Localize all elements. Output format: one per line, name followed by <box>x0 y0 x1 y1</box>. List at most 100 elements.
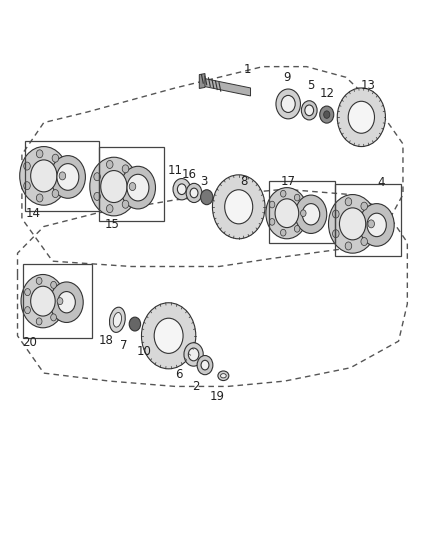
Text: 10: 10 <box>137 345 152 358</box>
Circle shape <box>57 297 63 305</box>
Circle shape <box>212 175 265 239</box>
Text: 15: 15 <box>104 219 119 231</box>
Polygon shape <box>204 78 251 96</box>
Circle shape <box>51 314 57 321</box>
Circle shape <box>106 160 113 168</box>
Circle shape <box>294 225 300 232</box>
Circle shape <box>24 162 30 170</box>
Circle shape <box>129 317 141 331</box>
Circle shape <box>302 204 320 225</box>
Bar <box>99 147 164 221</box>
Circle shape <box>295 195 327 233</box>
Circle shape <box>122 200 129 208</box>
Polygon shape <box>199 74 205 88</box>
Circle shape <box>276 89 300 119</box>
Circle shape <box>184 343 203 366</box>
Circle shape <box>324 111 330 118</box>
Circle shape <box>94 173 100 181</box>
Circle shape <box>320 106 334 123</box>
Circle shape <box>345 242 352 250</box>
Circle shape <box>25 306 30 314</box>
Circle shape <box>188 348 199 361</box>
Circle shape <box>332 230 339 238</box>
Circle shape <box>359 204 394 246</box>
Ellipse shape <box>218 371 229 381</box>
Circle shape <box>36 318 42 325</box>
Circle shape <box>368 220 374 228</box>
Circle shape <box>59 172 66 180</box>
Text: 16: 16 <box>182 168 197 181</box>
Circle shape <box>301 101 317 120</box>
Text: 14: 14 <box>25 207 40 220</box>
Circle shape <box>122 165 129 173</box>
Circle shape <box>173 179 191 200</box>
Text: 18: 18 <box>99 334 114 346</box>
Bar <box>335 184 401 256</box>
Circle shape <box>177 184 186 195</box>
Circle shape <box>36 150 43 158</box>
Ellipse shape <box>220 374 226 378</box>
Circle shape <box>24 182 30 190</box>
Circle shape <box>361 238 367 246</box>
Circle shape <box>348 101 374 133</box>
Bar <box>269 181 335 243</box>
Circle shape <box>197 356 213 375</box>
Circle shape <box>337 88 385 147</box>
Circle shape <box>294 194 300 201</box>
Circle shape <box>275 199 299 228</box>
Text: 6: 6 <box>175 368 183 381</box>
Circle shape <box>25 288 30 296</box>
Circle shape <box>120 166 155 209</box>
Circle shape <box>31 160 57 192</box>
Circle shape <box>300 210 306 216</box>
Circle shape <box>127 174 149 201</box>
Circle shape <box>266 188 308 239</box>
Circle shape <box>305 105 314 116</box>
Text: 11: 11 <box>168 164 183 177</box>
Bar <box>23 264 92 338</box>
Text: 17: 17 <box>281 175 296 188</box>
Circle shape <box>280 229 286 236</box>
Circle shape <box>129 182 136 191</box>
Circle shape <box>269 201 275 208</box>
Circle shape <box>31 286 55 316</box>
Circle shape <box>367 213 386 237</box>
Text: 9: 9 <box>283 71 291 84</box>
Text: 2: 2 <box>192 381 200 393</box>
Circle shape <box>141 303 196 369</box>
Circle shape <box>21 274 65 328</box>
Ellipse shape <box>110 307 125 333</box>
Text: 8: 8 <box>241 175 248 188</box>
Circle shape <box>52 190 59 198</box>
Circle shape <box>328 195 377 253</box>
Circle shape <box>50 282 83 322</box>
Circle shape <box>101 171 127 203</box>
Circle shape <box>20 147 68 205</box>
Circle shape <box>50 156 85 198</box>
Circle shape <box>281 95 295 112</box>
Circle shape <box>201 190 213 205</box>
Text: 13: 13 <box>360 79 375 92</box>
Circle shape <box>339 208 366 240</box>
Circle shape <box>94 192 100 200</box>
Text: 3: 3 <box>200 175 207 188</box>
Text: 5: 5 <box>307 79 314 92</box>
Circle shape <box>154 318 183 353</box>
Circle shape <box>269 219 275 225</box>
Circle shape <box>90 157 138 216</box>
Circle shape <box>58 292 75 313</box>
Circle shape <box>36 194 43 202</box>
Circle shape <box>201 360 209 370</box>
Text: 19: 19 <box>209 390 224 402</box>
Circle shape <box>36 277 42 285</box>
Circle shape <box>106 205 113 213</box>
Circle shape <box>225 190 253 224</box>
Circle shape <box>51 281 57 288</box>
Text: 12: 12 <box>320 87 335 100</box>
Circle shape <box>190 188 198 198</box>
Circle shape <box>186 183 202 203</box>
Text: 20: 20 <box>22 336 37 349</box>
Circle shape <box>52 154 59 162</box>
Bar <box>25 141 99 211</box>
Circle shape <box>345 198 352 206</box>
